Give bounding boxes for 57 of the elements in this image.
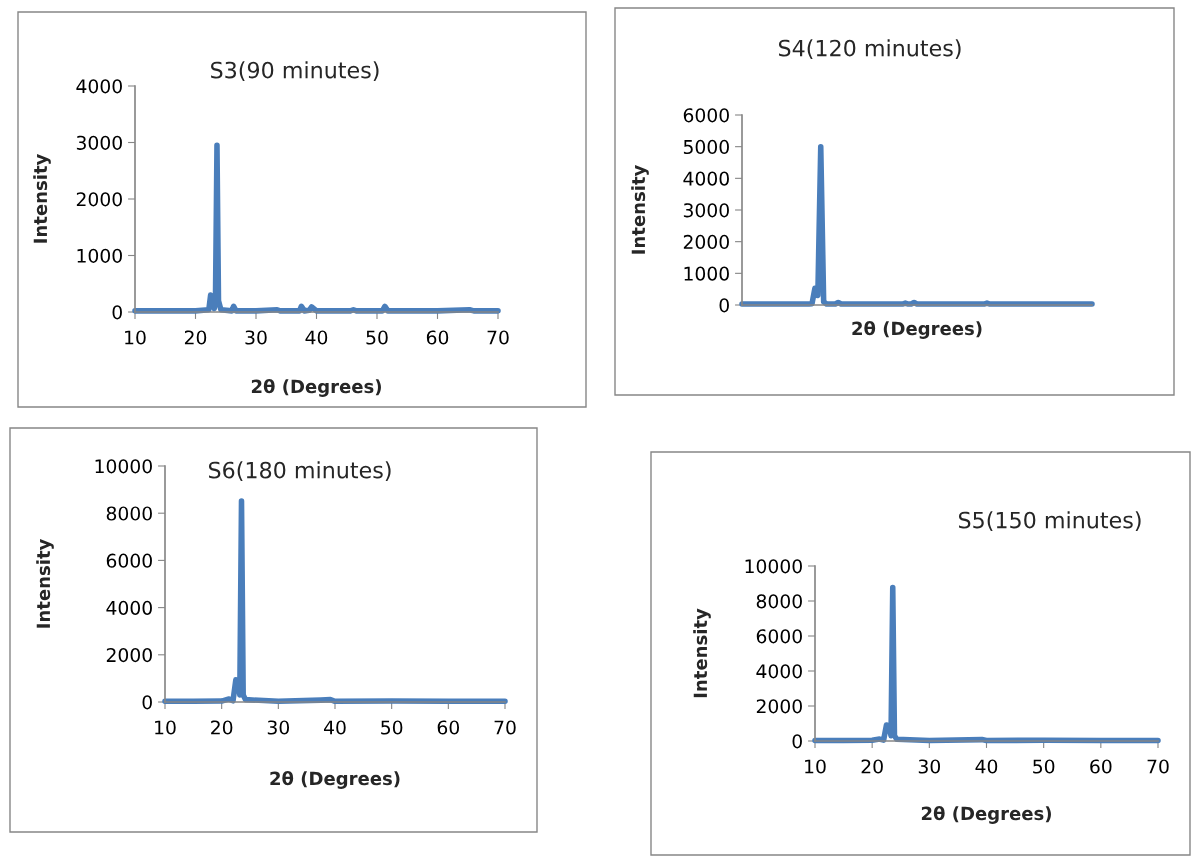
x-tick-label: 60 [1090,759,1112,774]
x-tick-label: 40 [305,330,328,345]
y-tick-label: 2000 [756,699,802,714]
y-tick-label: 0 [142,695,152,710]
x-tick-label: 40 [975,759,998,774]
y-tick-label: 2000 [683,234,729,250]
x-tick-label: 10 [805,759,826,774]
x-tick-label: 70 [487,330,509,345]
y-tick-label: 1000 [684,266,729,281]
y-tick-label: 0 [719,298,729,313]
x-tick-label: 50 [381,720,403,735]
x-tick-label: 50 [1033,759,1055,774]
y-tick-label: 1000 [77,248,122,263]
y-tick-label: 4000 [76,79,122,94]
y-tick-label: 8000 [756,594,802,609]
y-tick-label: 8000 [106,506,152,521]
y-tick-label: 0 [112,305,122,320]
x-tick-label: 70 [1147,759,1169,774]
y-axis-title: Intensity [36,539,54,628]
y-tick-label: 10000 [95,459,152,474]
x-tick-label: 20 [184,330,207,345]
x-tick-label: 10 [125,330,146,345]
y-axis-title: Intensity [693,608,711,698]
y-tick-label: 2000 [76,192,122,207]
y-tick-label: 0 [792,734,802,749]
chart-title: S4(120 minutes) [778,39,961,60]
y-tick-label: 10000 [745,559,802,574]
x-tick-label: 60 [426,330,449,345]
x-tick-label: 30 [918,759,941,774]
x-tick-label: 60 [437,720,460,735]
x-tick-label: 50 [366,330,388,345]
y-axis-title: Intensity [33,154,51,243]
x-tick-label: 40 [323,720,346,735]
x-tick-label: 30 [245,330,267,345]
y-tick-label: 4000 [106,600,152,615]
y-tick-label: 3000 [76,135,122,150]
chart-title: S5(150 minutes) [958,511,1141,532]
y-tick-label: 3000 [683,203,729,218]
x-tick-label: 20 [211,720,233,735]
y-tick-label: 4000 [683,171,729,186]
x-tick-label: 30 [267,720,290,735]
y-axis-title: Intensity [631,165,649,254]
x-axis-title: 2θ (Degrees) [921,806,1051,824]
x-tick-label: 20 [861,759,883,774]
chart-title: S3(90 minutes) [211,61,379,82]
x-axis-title: 2θ (Degrees) [852,321,982,339]
y-tick-label: 5000 [683,139,729,155]
y-tick-label: 4000 [756,664,802,679]
y-tick-label: 2000 [106,648,152,663]
y-tick-label: 6000 [683,108,729,123]
x-tick-label: 10 [155,720,176,735]
x-tick-label: 70 [494,720,516,735]
chart-title: S6(180 minutes) [208,461,391,482]
y-tick-label: 6000 [106,553,152,568]
x-axis-title: 2θ (Degrees) [251,379,381,397]
y-tick-label: 6000 [756,629,802,644]
x-axis-title: 2θ (Degrees) [270,771,400,789]
